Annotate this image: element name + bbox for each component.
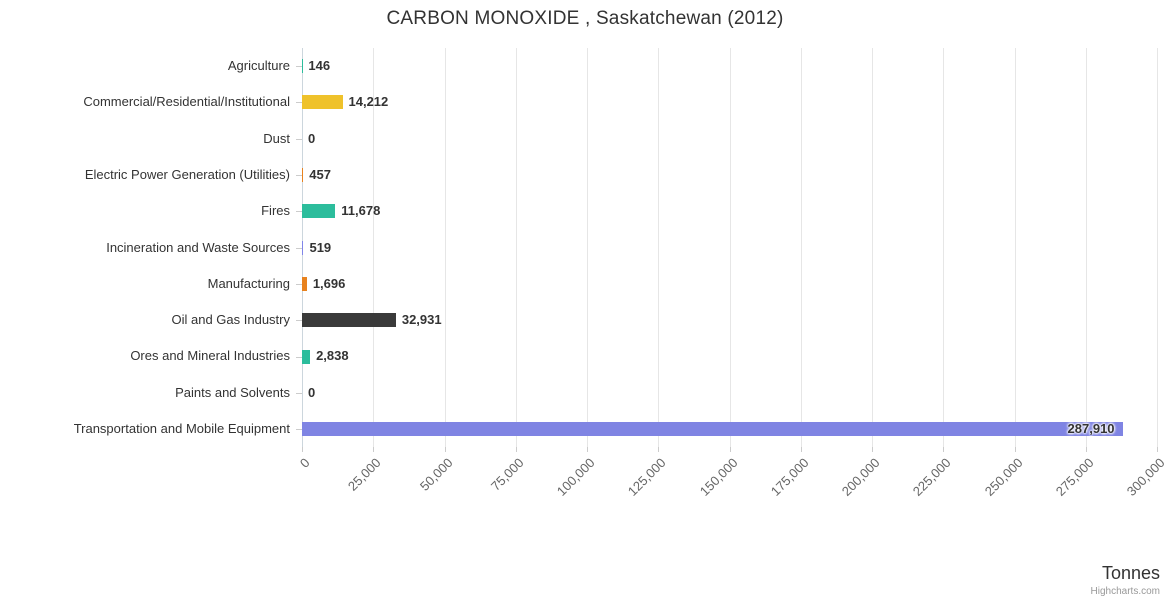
bar[interactable] [302, 276, 307, 291]
category-label: Fires [261, 203, 290, 219]
bar[interactable] [302, 95, 343, 110]
chart-row: Incineration and Waste Sources 519 [0, 230, 1170, 266]
category-axis-tick [296, 429, 302, 431]
category-label: Commercial/Residential/Institutional [83, 94, 290, 110]
chart-row: Paints and Solvents 0 [0, 375, 1170, 411]
category-label: Ores and Mineral Industries [130, 348, 290, 364]
highcharts-credits-link[interactable]: Highcharts.com [1090, 586, 1160, 597]
category-axis-tick [296, 392, 302, 394]
bar[interactable] [302, 422, 1123, 437]
x-axis-tick [302, 447, 303, 453]
chart-title: CARBON MONOXIDE , Saskatchewan (2012) [386, 8, 784, 29]
category-label: Transportation and Mobile Equipment [73, 421, 290, 436]
chart-row: Transportation and Mobile Equipment 287,9… [0, 411, 1170, 447]
x-axis-tick [373, 447, 375, 453]
bar-value-label: 519 [309, 239, 332, 255]
bar-value-label: 0 [308, 130, 316, 146]
chart-row: Ores and Mineral Industries 2,838 [0, 338, 1170, 374]
chart-row: Fires 11,678 [0, 193, 1170, 229]
bar[interactable] [302, 204, 336, 219]
bar-value-label: 2,838 [316, 348, 349, 364]
x-axis-tick [1157, 447, 1158, 453]
bar-value-label: 11,678 [341, 203, 381, 219]
x-axis-tick [943, 447, 945, 453]
chart-row: Manufacturing 1,696 [0, 266, 1170, 302]
gridline [1085, 48, 1087, 448]
gridline [373, 48, 375, 448]
gridline [444, 48, 446, 448]
x-axis-tick [800, 447, 802, 453]
x-axis-tick [515, 447, 517, 453]
x-axis-title: Tonnes [1101, 563, 1160, 583]
x-axis-tick [1085, 447, 1087, 453]
gridline [872, 48, 873, 448]
gridline [587, 48, 588, 448]
gridline [943, 48, 945, 448]
category-axis-tick [296, 102, 302, 104]
bar-value-label: 14,212 [348, 94, 389, 110]
bar[interactable] [302, 349, 311, 364]
bar-value-label: 0 [308, 384, 316, 400]
bar[interactable] [302, 240, 304, 255]
category-axis-tick [296, 175, 302, 177]
bar[interactable] [302, 313, 396, 328]
bar-value-label: 32,931 [401, 312, 442, 328]
category-axis-tick [296, 66, 302, 68]
gridline [515, 48, 517, 448]
x-axis-tick [658, 447, 660, 453]
category-label: Agriculture [227, 58, 290, 73]
gridline [658, 48, 660, 448]
category-label: Dust [263, 130, 290, 146]
bar-value-label: 287,910 [1067, 421, 1115, 436]
x-axis-tick [729, 447, 731, 453]
chart-row: Dust 0 [0, 121, 1170, 157]
category-label: Oil and Gas Industry [171, 312, 291, 328]
gridline [1157, 48, 1158, 448]
chart-row: Agriculture 146 [0, 48, 1170, 84]
category-axis-tick [296, 247, 302, 249]
chart-row: Oil and Gas Industry 32,931 [0, 302, 1170, 338]
chart-row: Commercial/Residential/Institutional 14,2… [0, 84, 1170, 120]
bar-value-label: 457 [309, 166, 331, 182]
x-axis-tick [444, 447, 446, 453]
category-label: Electric Power Generation (Utilities) [84, 166, 290, 182]
chart-row: Electric Power Generation (Utilities) 457 [0, 157, 1170, 193]
category-label: Incineration and Waste Sources [106, 239, 290, 255]
bar-value-label: 1,696 [312, 275, 346, 291]
bar[interactable] [302, 59, 303, 74]
category-axis-tick [296, 211, 302, 213]
category-label: Paints and Solvents [175, 384, 290, 400]
gridline [729, 48, 731, 448]
gridline [800, 48, 802, 448]
category-axis-tick [296, 138, 302, 140]
category-axis-tick [296, 356, 302, 358]
gridline [1014, 48, 1016, 448]
x-axis-tick [872, 447, 873, 453]
category-axis-tick [296, 320, 302, 322]
bar-value-label: 146 [308, 58, 331, 73]
x-axis-tick [587, 447, 588, 453]
x-axis-tick [1014, 447, 1016, 453]
category-axis-tick [296, 283, 302, 285]
category-label: Manufacturing [207, 275, 290, 291]
bar[interactable] [302, 168, 304, 183]
